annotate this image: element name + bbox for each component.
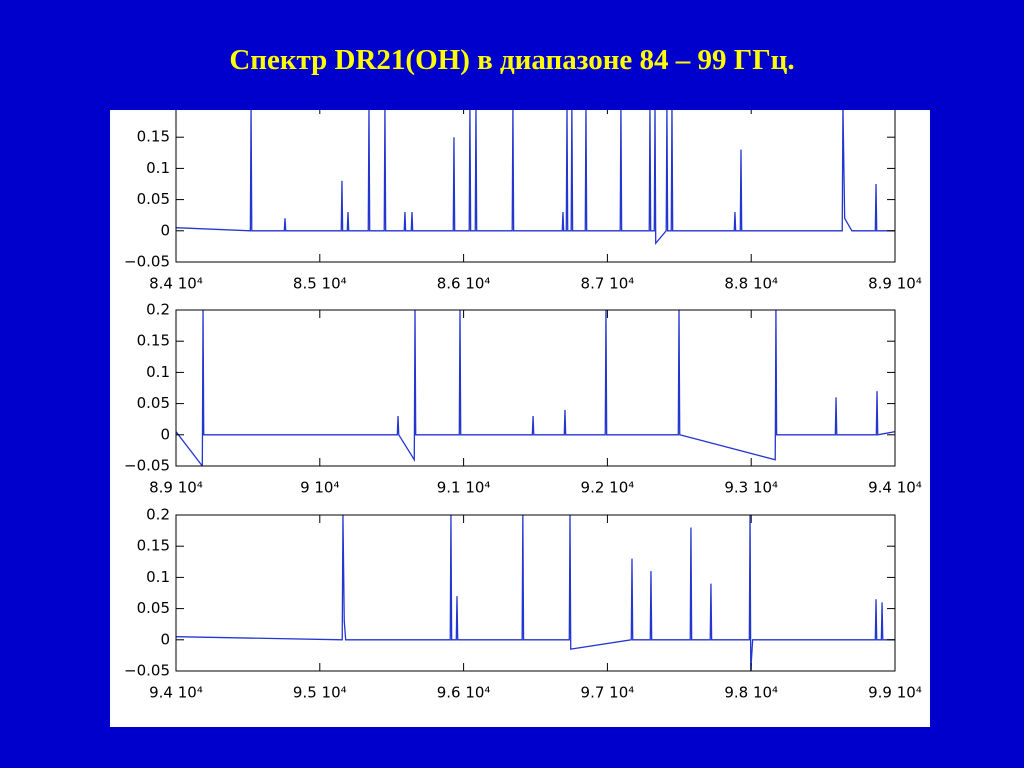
y-tick-label: 0 [160, 221, 170, 239]
x-tick-label: 9.8 10⁴ [724, 684, 778, 702]
plot-frame [175, 514, 896, 672]
spectrum-line [176, 110, 895, 246]
slide-title: Спектр DR21(OH) в диапазоне 84 – 99 ГГц. [229, 44, 795, 76]
x-tick-label: 8.6 10⁴ [437, 275, 491, 293]
y-tick-label: 0.05 [137, 394, 170, 412]
spectrum-line [176, 310, 895, 466]
y-tick-label: 0.15 [137, 332, 170, 350]
plots: −0.05 0 0.05 0.1 0.15 8.4 10⁴ 8.5 10⁴ 8.6 10⁴ 8.… [124, 110, 922, 702]
y-tick-label: −0.05 [124, 457, 170, 475]
y-tick-label: 0.15 [137, 537, 170, 555]
y-tick-label: 0.15 [137, 128, 170, 146]
x-tick-label: 9.2 10⁴ [581, 479, 635, 497]
y-tick-label: 0.05 [137, 190, 170, 208]
x-tick-label: 8.8 10⁴ [724, 275, 778, 293]
x-tick-label: 9.1 10⁴ [437, 479, 491, 497]
x-tick-label: 8.9 10⁴ [868, 275, 922, 293]
spectrum-line [176, 515, 895, 671]
figure-background [110, 110, 930, 727]
y-tick-label: 0.2 [146, 301, 170, 319]
y-tick-label: 0.05 [137, 599, 170, 617]
y-tick-label: 0 [160, 425, 170, 443]
x-tick-label: 9.7 10⁴ [581, 684, 635, 702]
x-tick-label: 9.6 10⁴ [437, 684, 491, 702]
x-tick-label: 8.5 10⁴ [293, 275, 347, 293]
y-tick-label: −0.05 [124, 253, 170, 271]
y-tick-label: 0.1 [146, 568, 170, 586]
y-tick-label: 0 [160, 630, 170, 648]
x-tick-label: 9.3 10⁴ [724, 479, 778, 497]
x-tick-label: 8.4 10⁴ [149, 275, 203, 293]
x-tick-label: 9.4 10⁴ [868, 479, 922, 497]
plot-area [176, 310, 895, 466]
x-tick-label: 8.7 10⁴ [581, 275, 635, 293]
x-tick-label: 8.9 10⁴ [149, 479, 203, 497]
x-tick-label: 9 10⁴ [300, 479, 339, 497]
plot-frame [175, 309, 896, 467]
y-tick-label: −0.05 [124, 662, 170, 680]
plot-area [176, 110, 895, 246]
y-tick-label: 0.1 [146, 159, 170, 177]
x-tick-label: 9.4 10⁴ [149, 684, 203, 702]
x-tick-label: 9.9 10⁴ [868, 684, 922, 702]
y-tick-label: 0.2 [146, 506, 170, 524]
y-tick-label: 0.1 [146, 363, 170, 381]
x-tick-label: 9.5 10⁴ [293, 684, 347, 702]
plot-area [176, 515, 895, 671]
plot-frame [175, 110, 896, 263]
